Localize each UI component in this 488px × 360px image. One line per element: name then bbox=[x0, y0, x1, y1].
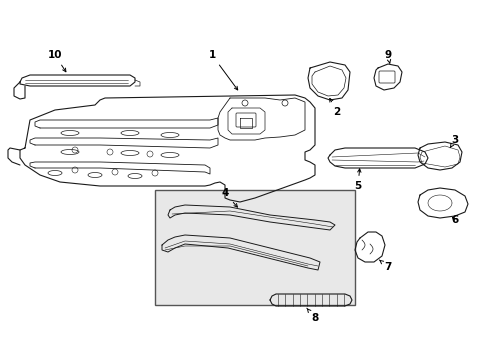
Text: 3: 3 bbox=[449, 135, 458, 148]
Text: 4: 4 bbox=[221, 188, 237, 207]
Text: 6: 6 bbox=[450, 215, 458, 225]
Text: 5: 5 bbox=[354, 169, 361, 191]
Text: 7: 7 bbox=[379, 260, 391, 272]
Bar bbox=[155, 190, 354, 305]
Text: 9: 9 bbox=[384, 50, 391, 63]
Text: 1: 1 bbox=[208, 50, 237, 90]
Text: 2: 2 bbox=[329, 98, 340, 117]
Text: 10: 10 bbox=[48, 50, 66, 72]
Text: 8: 8 bbox=[306, 308, 318, 323]
